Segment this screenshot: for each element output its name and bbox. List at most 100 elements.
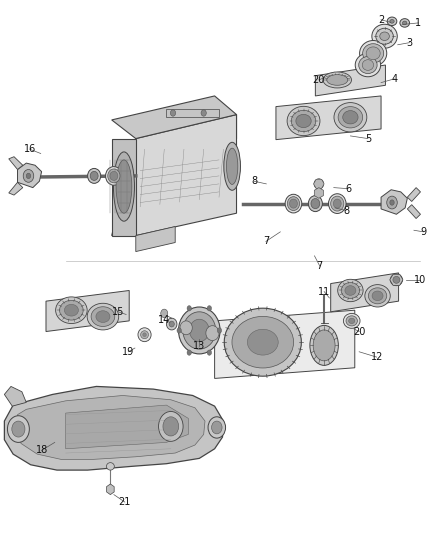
Text: 9: 9 <box>420 227 427 237</box>
Ellipse shape <box>88 168 101 183</box>
Ellipse shape <box>400 19 410 27</box>
Ellipse shape <box>360 41 387 66</box>
Ellipse shape <box>113 152 134 221</box>
Text: 6: 6 <box>345 184 351 193</box>
Ellipse shape <box>403 21 407 25</box>
Ellipse shape <box>169 321 174 327</box>
Ellipse shape <box>183 312 216 349</box>
Ellipse shape <box>166 318 177 330</box>
Ellipse shape <box>334 102 367 132</box>
Polygon shape <box>18 163 42 188</box>
Ellipse shape <box>393 276 400 284</box>
Ellipse shape <box>341 282 360 298</box>
Polygon shape <box>215 310 355 378</box>
Ellipse shape <box>287 197 300 211</box>
Ellipse shape <box>355 53 381 77</box>
Ellipse shape <box>285 195 302 213</box>
Polygon shape <box>136 227 175 252</box>
Ellipse shape <box>323 72 351 88</box>
Ellipse shape <box>108 169 120 183</box>
Ellipse shape <box>106 166 122 185</box>
Ellipse shape <box>207 305 212 311</box>
Ellipse shape <box>163 417 179 436</box>
Polygon shape <box>112 115 237 236</box>
Ellipse shape <box>345 286 356 295</box>
Text: 20: 20 <box>353 327 365 336</box>
Ellipse shape <box>170 110 176 116</box>
Ellipse shape <box>187 350 191 356</box>
Text: 2: 2 <box>378 15 384 25</box>
Ellipse shape <box>190 319 209 342</box>
Ellipse shape <box>180 321 192 335</box>
Polygon shape <box>9 157 23 169</box>
Ellipse shape <box>64 304 78 316</box>
Text: 1: 1 <box>415 18 421 28</box>
Ellipse shape <box>372 24 397 48</box>
Ellipse shape <box>217 328 222 333</box>
Polygon shape <box>407 205 420 219</box>
Ellipse shape <box>365 285 390 307</box>
Text: 13: 13 <box>193 342 205 351</box>
Polygon shape <box>381 190 407 214</box>
Ellipse shape <box>96 311 110 322</box>
Ellipse shape <box>208 417 226 438</box>
Ellipse shape <box>106 463 114 470</box>
Ellipse shape <box>56 297 87 324</box>
Ellipse shape <box>159 411 183 441</box>
Polygon shape <box>331 273 399 312</box>
Ellipse shape <box>177 328 181 333</box>
Ellipse shape <box>143 333 146 337</box>
Text: 10: 10 <box>413 276 426 285</box>
Ellipse shape <box>387 196 397 209</box>
Ellipse shape <box>359 56 377 74</box>
Text: 15: 15 <box>112 307 124 317</box>
Ellipse shape <box>366 47 380 60</box>
Text: 20: 20 <box>313 75 325 85</box>
Polygon shape <box>4 386 26 406</box>
Ellipse shape <box>343 313 360 328</box>
Ellipse shape <box>362 60 374 70</box>
Ellipse shape <box>338 279 363 302</box>
Ellipse shape <box>201 110 206 116</box>
Text: 7: 7 <box>317 261 323 271</box>
Ellipse shape <box>387 17 397 26</box>
Ellipse shape <box>390 200 394 205</box>
Ellipse shape <box>296 114 311 128</box>
Text: 12: 12 <box>371 352 383 362</box>
Ellipse shape <box>368 288 387 304</box>
Ellipse shape <box>372 291 383 301</box>
Polygon shape <box>390 274 403 285</box>
Ellipse shape <box>310 325 338 366</box>
Ellipse shape <box>290 199 297 208</box>
Polygon shape <box>112 96 237 139</box>
Ellipse shape <box>343 110 358 124</box>
Ellipse shape <box>179 307 220 354</box>
Ellipse shape <box>363 44 384 63</box>
Ellipse shape <box>116 160 132 213</box>
Text: 14: 14 <box>158 315 170 325</box>
Ellipse shape <box>91 306 115 326</box>
Polygon shape <box>66 405 188 449</box>
Ellipse shape <box>349 318 355 324</box>
Text: 11: 11 <box>318 287 330 296</box>
Ellipse shape <box>207 350 212 356</box>
Ellipse shape <box>291 110 316 132</box>
Text: 3: 3 <box>406 38 413 47</box>
Ellipse shape <box>287 106 320 136</box>
Polygon shape <box>4 386 223 470</box>
Ellipse shape <box>311 199 320 208</box>
Ellipse shape <box>226 148 238 184</box>
Ellipse shape <box>224 308 301 376</box>
Ellipse shape <box>328 193 346 213</box>
Ellipse shape <box>232 317 293 368</box>
Polygon shape <box>136 115 237 236</box>
Polygon shape <box>106 484 114 495</box>
Ellipse shape <box>390 19 394 23</box>
Ellipse shape <box>376 28 393 44</box>
Polygon shape <box>315 65 385 96</box>
Ellipse shape <box>161 309 168 318</box>
Ellipse shape <box>187 305 191 311</box>
Polygon shape <box>46 290 129 332</box>
Ellipse shape <box>390 274 403 286</box>
Ellipse shape <box>138 328 151 342</box>
